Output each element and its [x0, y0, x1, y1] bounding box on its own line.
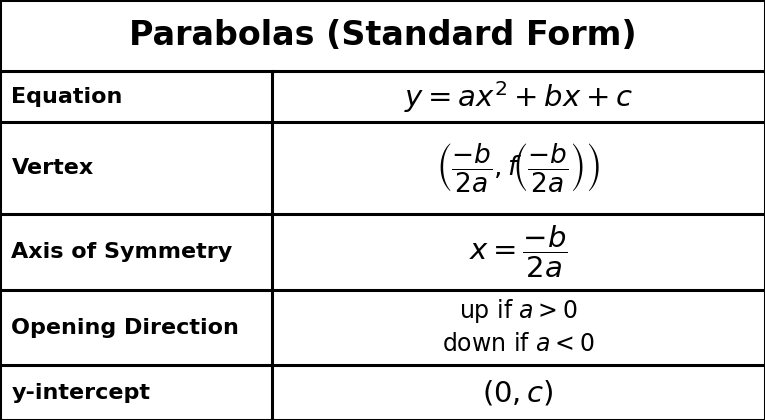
Text: Vertex: Vertex: [11, 158, 94, 178]
Text: $\left(\dfrac{-b}{2a}, f\!\left(\dfrac{-b}{2a}\right)\right)$: $\left(\dfrac{-b}{2a}, f\!\left(\dfrac{-…: [436, 142, 601, 194]
Text: $x = \dfrac{-b}{2a}$: $x = \dfrac{-b}{2a}$: [469, 224, 568, 280]
Text: Equation: Equation: [11, 87, 123, 107]
Text: down if $a < 0$: down if $a < 0$: [442, 332, 594, 356]
Text: $y = ax^2 + bx + c$: $y = ax^2 + bx + c$: [404, 79, 633, 115]
Text: Axis of Symmetry: Axis of Symmetry: [11, 242, 233, 262]
Text: up if $a > 0$: up if $a > 0$: [459, 297, 578, 325]
Text: y-intercept: y-intercept: [11, 383, 151, 403]
Text: Parabolas (Standard Form): Parabolas (Standard Form): [129, 19, 636, 52]
Text: Opening Direction: Opening Direction: [11, 318, 239, 338]
Text: $(0, c)$: $(0, c)$: [483, 378, 554, 407]
